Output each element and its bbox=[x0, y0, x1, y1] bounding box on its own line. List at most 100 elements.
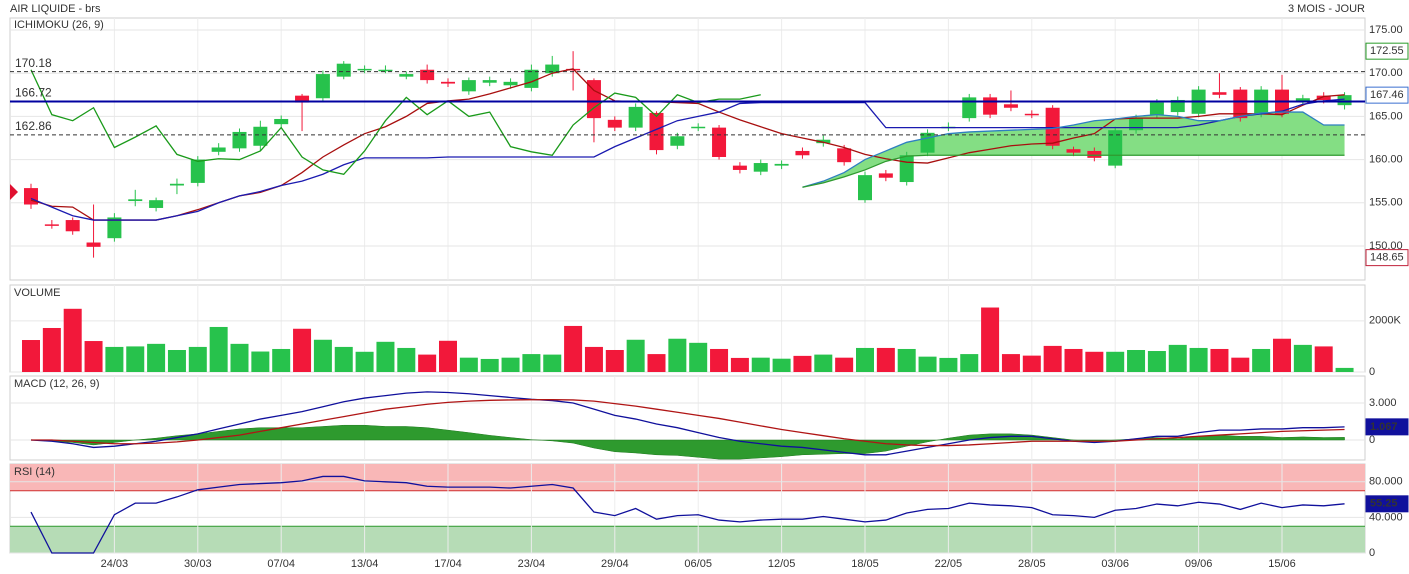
x-tick-label: 12/05 bbox=[768, 558, 796, 570]
candle-body bbox=[837, 148, 852, 163]
y-tick-label: 175.00 bbox=[1369, 24, 1403, 36]
value-badge bbox=[1365, 495, 1409, 513]
y-tick-label: 165.00 bbox=[1369, 110, 1403, 122]
volume-bar bbox=[814, 354, 833, 372]
candle-body bbox=[712, 127, 727, 157]
indicator-line bbox=[802, 111, 1345, 188]
volume-bar bbox=[313, 339, 332, 372]
volume-bar bbox=[1189, 347, 1208, 372]
x-tick-label: 28/05 bbox=[1018, 558, 1046, 570]
volume-bar bbox=[501, 357, 520, 372]
y-tick-label: 80.000 bbox=[1369, 476, 1403, 488]
reference-label: 162.86 bbox=[15, 119, 52, 133]
volume-bar bbox=[1001, 354, 1020, 372]
volume-bar bbox=[355, 351, 374, 372]
candle-body bbox=[899, 155, 914, 183]
x-tick-label: 24/03 bbox=[101, 558, 129, 570]
y-tick-label: 150.00 bbox=[1369, 240, 1403, 252]
y-tick-label: 160.00 bbox=[1369, 153, 1403, 165]
x-tick-label: 22/05 bbox=[935, 558, 963, 570]
volume-bar bbox=[626, 339, 645, 372]
candle-body bbox=[1108, 130, 1123, 166]
volume-bar bbox=[1085, 351, 1104, 372]
candle-body bbox=[524, 69, 539, 88]
candle-body bbox=[420, 69, 435, 81]
candle-body bbox=[253, 126, 268, 146]
value-badge bbox=[1365, 42, 1409, 60]
x-tick-label: 29/04 bbox=[601, 558, 629, 570]
candle-body bbox=[962, 97, 977, 119]
volume-bar bbox=[293, 328, 312, 372]
y-tick-label: 40.000 bbox=[1369, 511, 1403, 523]
volume-bar bbox=[105, 346, 124, 372]
panel-title: VOLUME bbox=[14, 287, 60, 299]
candle-body bbox=[920, 132, 935, 153]
candle-body bbox=[1129, 118, 1144, 131]
value-badge-label: 148.65 bbox=[1370, 252, 1404, 264]
volume-bar bbox=[584, 346, 603, 372]
candle-body bbox=[232, 131, 247, 149]
indicator-label: ICHIMOKU (26, 9) bbox=[14, 19, 104, 31]
candle-body bbox=[44, 224, 59, 226]
volume-bar bbox=[167, 349, 186, 372]
candle-body bbox=[1003, 104, 1018, 108]
volume-bar bbox=[376, 341, 395, 372]
candle-body bbox=[1316, 95, 1331, 100]
volume-bar bbox=[1043, 345, 1062, 372]
value-badge-label: 1.067 bbox=[1370, 421, 1398, 433]
candle-body bbox=[399, 74, 414, 77]
volume-bar bbox=[710, 348, 729, 372]
x-tick-label: 09/06 bbox=[1185, 558, 1213, 570]
candle-body bbox=[1066, 149, 1081, 153]
indicator-line bbox=[30, 475, 1345, 554]
volume-bar bbox=[981, 307, 1000, 372]
volume-bar bbox=[522, 354, 541, 372]
x-tick-label: 06/05 bbox=[684, 558, 712, 570]
x-tick-label: 17/04 bbox=[434, 558, 462, 570]
y-tick-label: 170.00 bbox=[1369, 67, 1403, 79]
volume-bar bbox=[856, 347, 874, 372]
y-tick-label: 0 bbox=[1369, 434, 1375, 446]
volume-bar bbox=[84, 341, 103, 372]
candle-body bbox=[211, 147, 226, 152]
candle-body bbox=[1149, 102, 1164, 115]
candle-body bbox=[65, 220, 80, 232]
value-badge bbox=[1365, 418, 1409, 436]
value-badge bbox=[1365, 86, 1409, 104]
volume-bar bbox=[564, 325, 583, 372]
candle-body bbox=[586, 80, 601, 119]
volume-bar bbox=[897, 348, 916, 372]
volume-bar bbox=[772, 358, 791, 372]
volume-bar bbox=[751, 357, 770, 372]
candle-body bbox=[86, 242, 101, 247]
candle-body bbox=[190, 159, 205, 183]
histogram-area bbox=[30, 424, 1345, 460]
candle-body bbox=[149, 200, 164, 208]
y-tick-label: 2000K bbox=[1369, 315, 1401, 327]
candle-body bbox=[357, 68, 372, 71]
volume-bar bbox=[1106, 351, 1125, 372]
candle-body bbox=[691, 126, 706, 129]
volume-bar bbox=[22, 340, 40, 372]
reference-label: 166.72 bbox=[15, 86, 52, 100]
zone bbox=[10, 526, 1365, 553]
candle-body bbox=[774, 163, 789, 166]
volume-bar bbox=[730, 357, 749, 372]
volume-bar bbox=[209, 326, 228, 372]
volume-bar bbox=[647, 354, 666, 372]
volume-bar bbox=[439, 340, 457, 372]
candle-body bbox=[378, 69, 393, 72]
volume-bar bbox=[147, 343, 166, 372]
zone bbox=[10, 464, 1365, 491]
x-tick-label: 15/06 bbox=[1268, 558, 1296, 570]
volume-bar bbox=[126, 346, 145, 372]
candle-body bbox=[649, 112, 664, 151]
indicator-line bbox=[802, 154, 1345, 188]
candle-body bbox=[503, 81, 518, 86]
panel-title: RSI (14) bbox=[14, 466, 55, 478]
candle-body bbox=[1295, 98, 1310, 102]
candle-body bbox=[1087, 150, 1102, 158]
value-badge bbox=[1365, 249, 1409, 267]
